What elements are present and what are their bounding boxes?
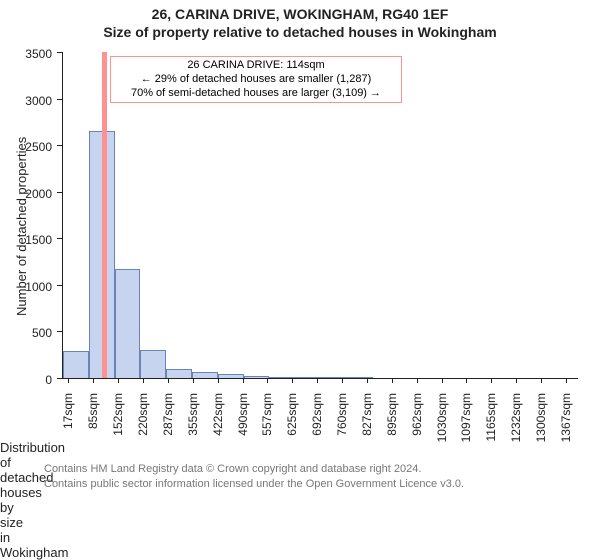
x-tick-mark	[342, 378, 343, 383]
title-line2: Size of property relative to detached ho…	[0, 24, 600, 40]
y-tick-label: 1000	[0, 280, 52, 294]
y-axis-line	[62, 52, 63, 378]
x-tick-mark	[541, 378, 542, 383]
y-tick-label: 500	[0, 326, 52, 340]
y-tick-label: 1500	[0, 233, 52, 247]
x-tick-mark	[243, 378, 244, 383]
histogram-bar	[166, 369, 192, 378]
title-line1: 26, CARINA DRIVE, WOKINGHAM, RG40 1EF	[0, 6, 600, 22]
y-tick-label: 2500	[0, 140, 52, 154]
x-tick-label: 1300sqm	[534, 393, 548, 453]
x-tick-mark	[218, 378, 219, 383]
x-tick-label: 760sqm	[335, 393, 349, 453]
y-tick-label: 0	[0, 373, 52, 387]
x-tick-mark	[168, 378, 169, 383]
x-tick-mark	[317, 378, 318, 383]
annot-line1: 26 CARINA DRIVE: 114sqm	[115, 59, 397, 73]
x-tick-mark	[118, 378, 119, 383]
x-tick-mark	[516, 378, 517, 383]
footer-line2: Contains public sector information licen…	[44, 477, 464, 491]
property-marker	[102, 52, 107, 378]
x-axis-line	[62, 378, 578, 379]
x-tick-mark	[93, 378, 94, 383]
y-tick-label: 3500	[0, 47, 52, 61]
x-tick-label: 895sqm	[385, 393, 399, 453]
figure: 26, CARINA DRIVE, WOKINGHAM, RG40 1EF Si…	[0, 0, 600, 500]
annotation-box: 26 CARINA DRIVE: 114sqm ← 29% of detache…	[110, 56, 402, 103]
x-tick-mark	[417, 378, 418, 383]
x-tick-mark	[267, 378, 268, 383]
x-tick-label: 287sqm	[161, 393, 175, 453]
x-tick-label: 1367sqm	[559, 393, 573, 453]
x-tick-label: 625sqm	[285, 393, 299, 453]
x-tick-label: 490sqm	[236, 393, 250, 453]
x-tick-label: 1030sqm	[435, 393, 449, 453]
x-tick-mark	[392, 378, 393, 383]
x-tick-label: 220sqm	[136, 393, 150, 453]
x-tick-mark	[292, 378, 293, 383]
x-tick-mark	[193, 378, 194, 383]
histogram-bar	[63, 351, 89, 378]
y-tick-label: 3000	[0, 94, 52, 108]
x-tick-label: 1232sqm	[509, 393, 523, 453]
x-tick-label: 1165sqm	[484, 393, 498, 453]
histogram-bar	[140, 350, 166, 378]
x-tick-mark	[442, 378, 443, 383]
x-tick-label: 355sqm	[186, 393, 200, 453]
x-tick-mark	[491, 378, 492, 383]
x-tick-mark	[566, 378, 567, 383]
x-tick-mark	[68, 378, 69, 383]
histogram-bar	[115, 269, 141, 378]
x-tick-label: 422sqm	[211, 393, 225, 453]
annot-line3: 70% of semi-detached houses are larger (…	[115, 87, 397, 101]
x-tick-mark	[143, 378, 144, 383]
y-tick-label: 2000	[0, 187, 52, 201]
x-tick-label: 85sqm	[86, 393, 100, 453]
x-tick-label: 1097sqm	[459, 393, 473, 453]
x-tick-mark	[466, 378, 467, 383]
x-tick-label: 962sqm	[410, 393, 424, 453]
x-tick-mark	[367, 378, 368, 383]
x-tick-label: 692sqm	[310, 393, 324, 453]
x-tick-label: 152sqm	[111, 393, 125, 453]
x-tick-label: 557sqm	[260, 393, 274, 453]
x-tick-label: 827sqm	[360, 393, 374, 453]
footer-line1: Contains HM Land Registry data © Crown c…	[44, 462, 421, 476]
annot-line2: ← 29% of detached houses are smaller (1,…	[115, 73, 397, 87]
